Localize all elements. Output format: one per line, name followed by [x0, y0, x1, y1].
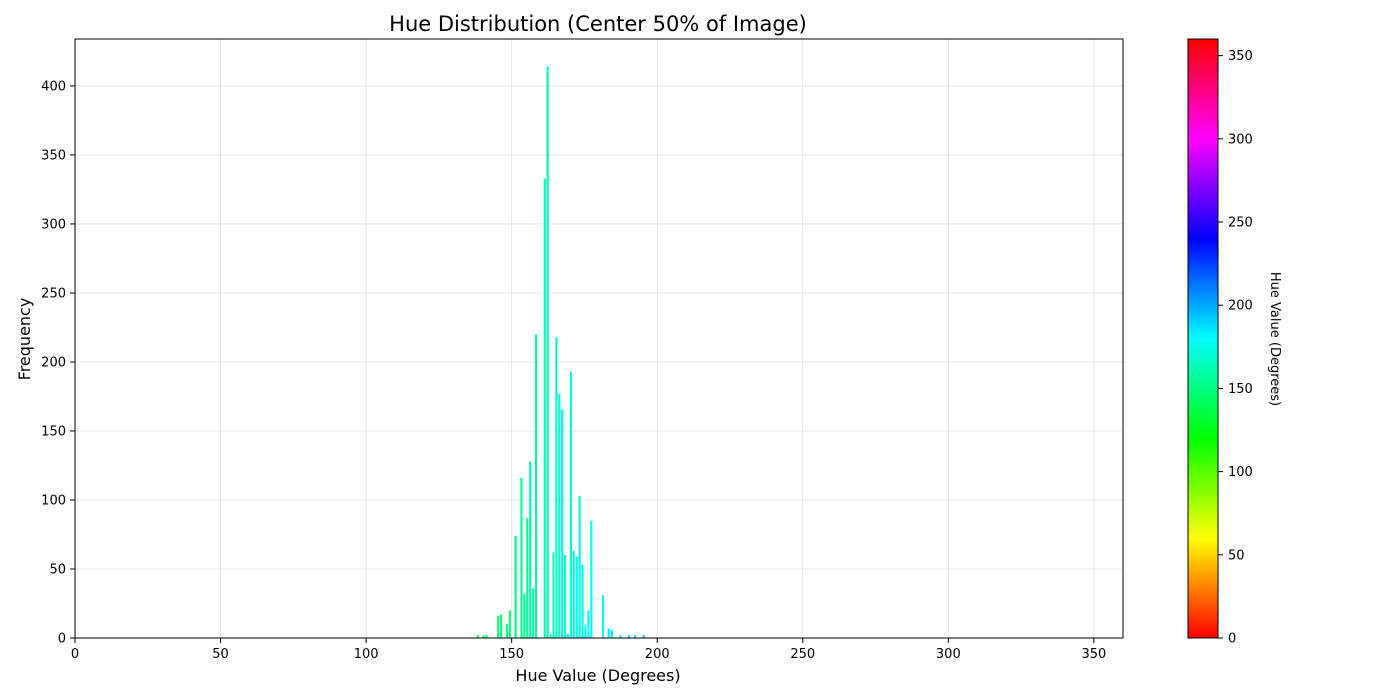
y-tick-label: 200 [41, 355, 66, 370]
y-tick-label: 350 [41, 148, 66, 163]
histogram-bar [505, 624, 508, 638]
x-tick-label: 200 [645, 647, 670, 662]
x-tick-label: 100 [354, 647, 379, 662]
chart-title: Hue Distribution (Center 50% of Image) [389, 12, 807, 36]
x-tick-label: 250 [790, 647, 815, 662]
histogram-bar [555, 337, 558, 638]
histogram-bar [610, 629, 613, 638]
histogram-bar [523, 593, 526, 638]
histogram-bar [549, 633, 552, 638]
y-tick-label: 400 [41, 79, 66, 94]
histogram-bar [578, 495, 581, 638]
histogram-bar [590, 520, 593, 638]
histogram-bar [532, 588, 535, 638]
histogram-bar [619, 635, 622, 638]
histogram-bar [558, 393, 561, 638]
histogram-bar [497, 615, 500, 638]
histogram-bar [476, 635, 479, 638]
histogram-bar [564, 555, 567, 638]
colorbar-tick-label: 100 [1228, 465, 1253, 480]
x-tick-label: 150 [499, 647, 524, 662]
gridlines [74, 39, 1123, 639]
histogram-bar [508, 610, 511, 638]
colorbar-tick-label: 300 [1228, 132, 1253, 147]
y-tick-label: 0 [58, 632, 66, 647]
histogram-bar [575, 556, 578, 638]
histogram-bar [552, 552, 555, 638]
histogram-bar [534, 334, 538, 638]
histogram-bar [584, 625, 587, 638]
colorbar-tick-label: 200 [1228, 299, 1253, 314]
histogram-bar [482, 635, 485, 638]
histogram-bar [633, 635, 637, 638]
x-tick-label: 50 [212, 647, 229, 662]
histogram-bar [529, 461, 532, 638]
colorbar-tick-label: 350 [1228, 49, 1253, 64]
histogram-bar [514, 535, 517, 638]
histogram-bar [628, 635, 631, 638]
histogram-bar [587, 610, 590, 638]
y-axis-ticks: 0 50 100 150 200 250 300 350 400 [41, 79, 75, 647]
x-tick-label: 0 [71, 647, 79, 662]
x-tick-label: 300 [936, 647, 961, 662]
colorbar-tick-label: 0 [1228, 632, 1236, 647]
histogram-bar [572, 551, 575, 638]
histogram-bar [642, 635, 645, 638]
colorbar-tick-label: 250 [1228, 216, 1253, 231]
histogram-bar [543, 178, 546, 638]
histogram-bar [500, 614, 503, 638]
histogram-bars [476, 66, 645, 638]
histogram-bar [485, 635, 488, 638]
histogram-bar [569, 371, 572, 638]
plot-area-frame [74, 38, 1124, 639]
x-tick-label: 350 [1081, 647, 1106, 662]
y-tick-label: 50 [49, 562, 66, 577]
y-tick-label: 300 [41, 217, 66, 232]
x-axis-ticks: 0 50 100 150 200 250 300 350 [71, 638, 1106, 662]
y-axis-label: Frequency [15, 298, 34, 381]
histogram-bar [520, 477, 523, 638]
colorbar-tick-label: 150 [1228, 382, 1253, 397]
colorbar: 0 50 100 150 200 250 300 350 Hue Value (Degrees… [1187, 38, 1282, 647]
y-tick-label: 250 [41, 286, 66, 301]
y-tick-label: 100 [41, 493, 66, 508]
histogram-bar [607, 628, 610, 638]
colorbar-tick-label: 50 [1228, 548, 1245, 563]
colorbar-ticks: 0 50 100 150 200 250 300 350 [1218, 49, 1253, 647]
histogram-bar [601, 595, 605, 638]
colorbar-label: Hue Value (Degrees) [1267, 272, 1282, 406]
histogram-bar [566, 633, 570, 638]
y-tick-label: 150 [41, 424, 66, 439]
histogram-bar [561, 408, 564, 638]
histogram-bar [526, 517, 529, 638]
x-axis-label: Hue Value (Degrees) [515, 666, 680, 685]
histogram-bar [581, 564, 584, 638]
histogram-bar [546, 66, 549, 638]
colorbar-gradient [1187, 38, 1219, 639]
